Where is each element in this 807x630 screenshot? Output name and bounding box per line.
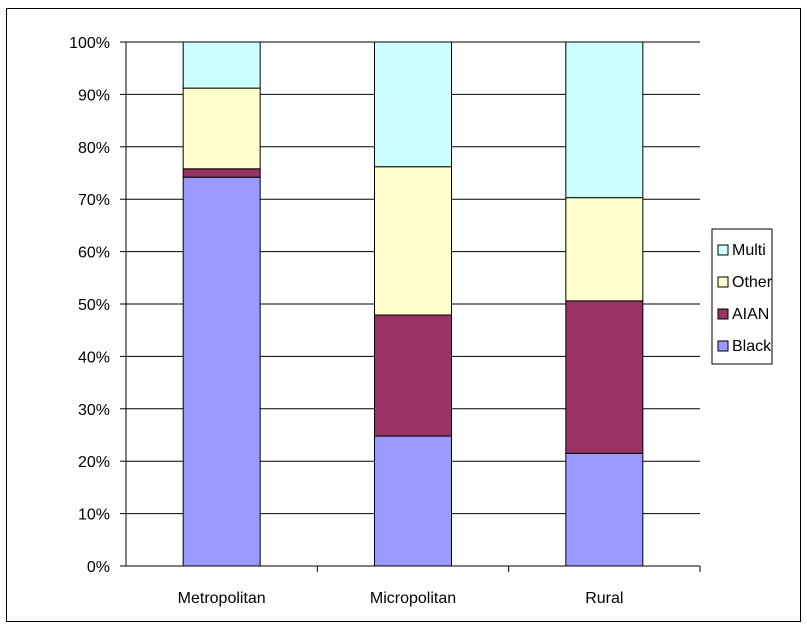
y-axis-tick-labels: 0% 10% 20% 30% 40% 50% 60% 70% 80% 90% 100% — [69, 35, 110, 576]
axes — [120, 41, 701, 572]
y-tick-label: 100% — [69, 35, 110, 52]
bar-segment-multi — [182, 41, 261, 89]
bars — [182, 41, 644, 567]
y-tick-label: 90% — [78, 87, 110, 104]
legend: Multi Other AIAN Black — [711, 228, 773, 365]
legend-label-black: Black — [732, 338, 772, 355]
y-tick-label: 80% — [78, 140, 110, 157]
x-tick-label: Rural — [585, 590, 623, 607]
bar-segment-black — [374, 435, 452, 567]
bar-segment-multi — [565, 41, 644, 199]
legend-swatch-aian — [717, 308, 729, 320]
bar-segment-other — [182, 87, 261, 170]
y-tick-label: 60% — [78, 245, 110, 262]
bar-segment-other — [565, 197, 644, 302]
legend-swatch-other — [717, 276, 729, 288]
bar-segment-multi — [374, 41, 452, 168]
bar-segment-black — [565, 452, 644, 567]
x-tick-label: Micropolitan — [370, 590, 456, 607]
bar-segment-aian — [565, 300, 644, 454]
y-tick-label: 70% — [78, 192, 110, 209]
legend-label-aian: AIAN — [732, 306, 769, 323]
bar-segment-aian — [182, 168, 261, 178]
y-tick-label: 30% — [78, 402, 110, 419]
y-tick-label: 50% — [78, 297, 110, 314]
y-tick-label: 20% — [78, 454, 110, 471]
legend-label-other: Other — [732, 274, 773, 291]
bar-segment-aian — [374, 314, 452, 437]
y-tick-label: 10% — [78, 507, 110, 524]
y-tick-label: 0% — [87, 559, 110, 576]
legend-swatch-black — [717, 340, 729, 352]
legend-label-multi: Multi — [732, 242, 766, 259]
y-tick-label: 40% — [78, 349, 110, 366]
legend-swatch-multi — [717, 244, 729, 256]
bar-segment-black — [182, 176, 261, 567]
bar-segment-other — [374, 166, 452, 316]
x-tick-label: Metropolitan — [178, 590, 266, 607]
x-axis-tick-labels: Metropolitan Micropolitan Rural — [178, 590, 624, 607]
